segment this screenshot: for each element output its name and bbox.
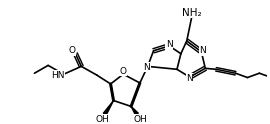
- Text: O: O: [68, 46, 75, 55]
- Polygon shape: [131, 106, 138, 115]
- Text: HN: HN: [51, 71, 65, 80]
- Text: OH: OH: [134, 115, 148, 124]
- Text: NH₂: NH₂: [182, 8, 201, 18]
- Text: N: N: [166, 40, 173, 49]
- Text: OH: OH: [96, 115, 110, 124]
- Text: N: N: [199, 46, 206, 55]
- Text: N: N: [143, 63, 150, 72]
- Text: N: N: [186, 74, 193, 83]
- Text: O: O: [120, 67, 127, 76]
- Polygon shape: [103, 101, 113, 115]
